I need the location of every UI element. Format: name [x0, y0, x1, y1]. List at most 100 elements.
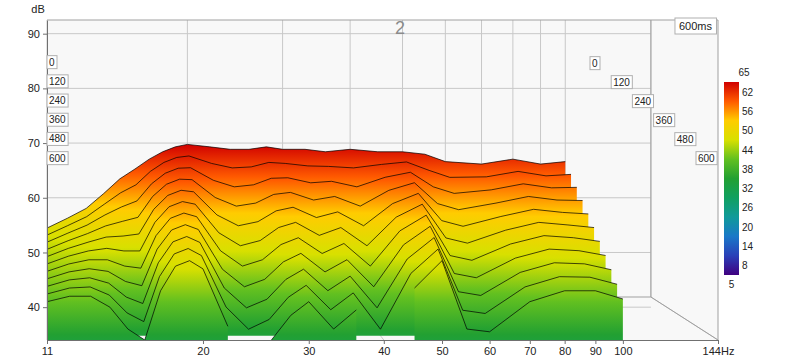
x-tick: 70 — [524, 340, 536, 357]
y-tick-label: 40 — [28, 301, 40, 313]
x-tick-mark — [309, 340, 310, 344]
y-axis: 405060708090 — [28, 21, 48, 341]
y-tick-mark — [43, 143, 47, 144]
x-grid-line — [651, 20, 718, 340]
plot-background — [47, 20, 718, 340]
chart-title: 2 — [395, 18, 405, 38]
annotation: 600ms — [675, 18, 717, 34]
x-tick: 11 — [42, 340, 53, 357]
y-tick-label: 70 — [28, 137, 40, 149]
x-tick: 30 — [303, 340, 315, 357]
x-tick-mark — [203, 340, 204, 344]
x-tick-label: 50 — [436, 345, 448, 357]
z-tick-label: 240 — [634, 96, 651, 107]
z-tick-label: 0 — [592, 58, 598, 69]
y-tick: 70 — [28, 137, 47, 149]
x-tick-mark — [530, 340, 531, 344]
y-tick: 90 — [28, 28, 47, 40]
x-axis-line — [48, 340, 719, 341]
x-tick-label: 20 — [197, 345, 209, 357]
z-tick-label: 360 — [656, 115, 673, 126]
z-tick-box — [675, 133, 696, 146]
plot-frame — [47, 20, 718, 340]
colorbar-tick-label: 62 — [742, 87, 754, 98]
slice-line — [47, 261, 623, 340]
x-tick-mark — [490, 340, 491, 344]
annotation-box — [675, 18, 717, 34]
z-tick-box — [47, 94, 68, 107]
z-tick-box — [47, 113, 68, 126]
colorbar-tick-label: 38 — [742, 164, 754, 175]
y-grid-line — [47, 143, 651, 144]
z-tick-label: 480 — [49, 133, 66, 144]
z-tick-left: 600 — [47, 152, 68, 165]
x-tick: 90 — [590, 340, 602, 357]
z-tick-label: 600 — [698, 153, 715, 164]
x-tick-mark — [718, 340, 719, 344]
y-tick-label: 50 — [28, 246, 40, 258]
z-tick-left: 480 — [47, 132, 68, 145]
colorbar-tick-label: 50 — [742, 125, 754, 136]
x-tick: 100 — [614, 340, 632, 357]
x-tick: 144Hz — [703, 340, 735, 357]
z-tick-right: 0 — [590, 57, 600, 70]
colorbar-tick-label: 44 — [742, 145, 754, 156]
x-tick-mark — [623, 340, 624, 344]
z-tick-left: 120 — [47, 75, 68, 88]
x-tick-mark — [595, 340, 596, 344]
y-tick-label: 90 — [28, 28, 40, 40]
z-tick-label: 0 — [49, 57, 55, 68]
z-tick-box — [47, 75, 68, 88]
colorbar: 6562565044383226201485 — [724, 67, 754, 290]
x-tick-label: 30 — [303, 345, 315, 357]
x-tick-mark — [384, 340, 385, 344]
colorbar-tick-label: 20 — [742, 222, 754, 233]
z-tick-right: 120 — [611, 76, 632, 89]
z-tick-right: 240 — [632, 95, 653, 108]
x-tick: 40 — [378, 340, 390, 357]
colorbar-tick-label: 32 — [742, 183, 754, 194]
y-tick: 60 — [28, 192, 47, 204]
x-tick-label: 90 — [590, 345, 602, 357]
y-tick-mark — [43, 307, 47, 308]
z-tick-box — [696, 152, 717, 165]
colorbar-tick-label: 26 — [742, 202, 754, 213]
z-tick-box — [47, 56, 57, 69]
x-tick-label: 60 — [484, 345, 496, 357]
z-tick-right: 480 — [675, 133, 696, 146]
x-tick-label: 100 — [614, 345, 632, 357]
z-tick-label: 240 — [49, 95, 66, 106]
wall-edge — [47, 20, 718, 340]
surface — [47, 144, 623, 340]
x-axis: 11 20 30 40 50 60 70 80 90 100 144Hz — [42, 340, 735, 357]
colorbar-tick-label: 8 — [742, 260, 748, 271]
z-tick-box — [47, 132, 68, 145]
chart-svg: 112030405060708090100144Hz405060708090dB… — [0, 0, 800, 362]
y-tick-mark — [43, 34, 47, 35]
z-tick-right: 360 — [654, 114, 675, 127]
colorbar-scale — [724, 82, 739, 275]
z-tick-label: 360 — [49, 114, 66, 125]
x-tick-label: 11 — [42, 345, 53, 357]
z-tick-label: 120 — [49, 76, 66, 87]
z-tick-left: 360 — [47, 113, 68, 126]
y-tick-mark — [43, 88, 47, 89]
z-tick-label: 600 — [49, 153, 66, 164]
z-tick-left: 240 — [47, 94, 68, 107]
x-tick-mark — [565, 340, 566, 344]
grid — [47, 20, 718, 340]
z-tick-label: 120 — [613, 77, 630, 88]
y-grid-line — [47, 33, 651, 34]
x-tick: 50 — [436, 340, 448, 357]
z-tick-right: 600 — [696, 152, 717, 165]
y-tick-label: 60 — [28, 192, 40, 204]
z-tick-box — [47, 152, 68, 165]
y-tick: 50 — [28, 246, 47, 258]
x-tick-label: 70 — [524, 345, 536, 357]
y-grid-line — [47, 88, 651, 89]
x-tick-mark — [47, 340, 48, 344]
z-tick-box — [611, 76, 632, 89]
y-tick: 40 — [28, 301, 47, 313]
y-tick-mark — [43, 198, 47, 199]
x-tick: 80 — [559, 340, 571, 357]
